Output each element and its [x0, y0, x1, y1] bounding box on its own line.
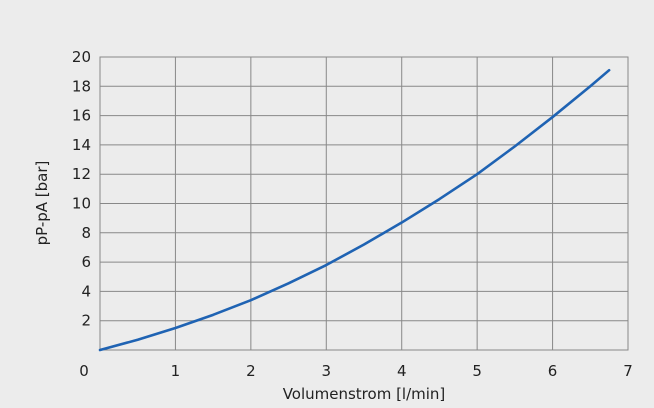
grid — [99, 56, 629, 351]
x-tick-label-0: 0 — [79, 362, 89, 380]
y-tick-label-14: 14 — [72, 136, 91, 154]
series-layer — [98, 68, 611, 352]
y-tick-label-12: 12 — [72, 165, 91, 183]
y-tick-label-16: 16 — [72, 107, 91, 125]
y-tick-label-4: 4 — [81, 282, 91, 300]
y-tick-label-8: 8 — [81, 224, 91, 242]
y-tick-label-2: 2 — [81, 312, 91, 330]
x-tick-label-1: 1 — [171, 362, 181, 380]
x-tick-label-7: 7 — [623, 362, 633, 380]
x-tick-label-3: 3 — [322, 362, 332, 380]
y-tick-label-6: 6 — [81, 253, 91, 271]
x-tick-label-4: 4 — [397, 362, 407, 380]
x-tick-label-5: 5 — [472, 362, 482, 380]
y-tick-label-10: 10 — [72, 195, 91, 213]
x-tick-label-2: 2 — [246, 362, 256, 380]
y-tick-label-20: 20 — [72, 48, 91, 66]
plot-border — [99, 56, 629, 351]
series-line-0 — [98, 68, 611, 352]
y-tick-label-18: 18 — [72, 77, 91, 95]
y-axis-title: pP-pA [bar] — [33, 161, 51, 246]
x-axis-title: Volumenstrom [l/min] — [283, 385, 446, 403]
x-tick-label-6: 6 — [548, 362, 558, 380]
